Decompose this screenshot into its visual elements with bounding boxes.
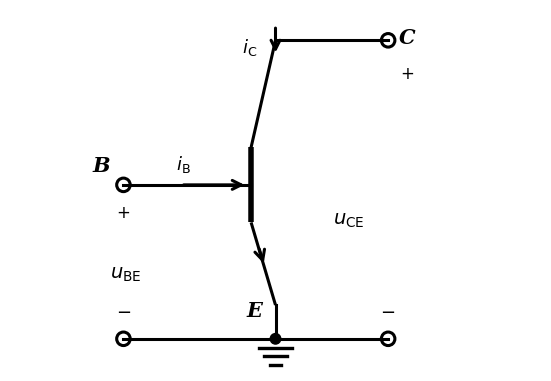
Text: C: C — [398, 29, 415, 48]
Text: B: B — [92, 156, 110, 176]
Text: $u_\mathsf{BE}$: $u_\mathsf{BE}$ — [110, 266, 141, 285]
Circle shape — [270, 333, 281, 344]
Text: +: + — [400, 65, 414, 83]
Text: $u_\mathsf{CE}$: $u_\mathsf{CE}$ — [333, 211, 365, 230]
Text: −: − — [116, 304, 131, 322]
Text: −: − — [381, 304, 396, 322]
Text: $i_\mathsf{B}$: $i_\mathsf{B}$ — [176, 154, 191, 175]
Text: $i_\mathsf{C}$: $i_\mathsf{C}$ — [242, 37, 257, 58]
Text: E: E — [247, 301, 263, 321]
Text: +: + — [116, 204, 131, 222]
